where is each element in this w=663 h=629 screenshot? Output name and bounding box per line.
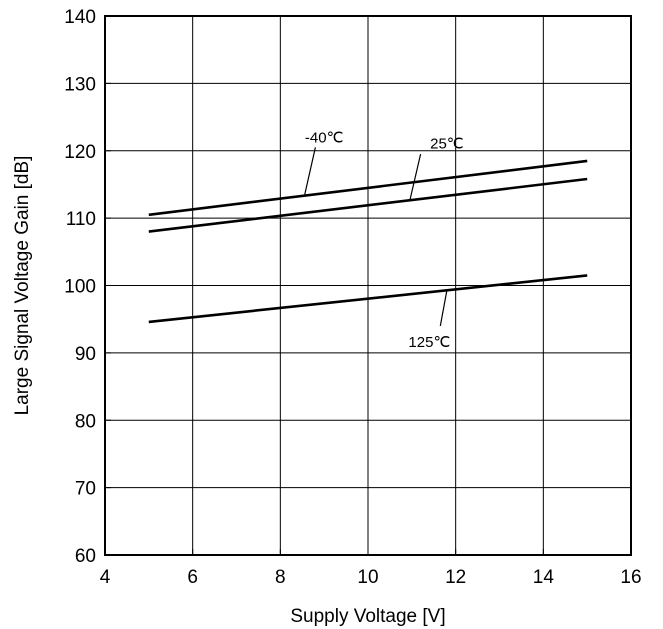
y-tick-label: 70 xyxy=(75,479,96,500)
grid xyxy=(104,15,632,556)
x-tick-label: 8 xyxy=(275,567,286,588)
series-line-0 xyxy=(148,159,588,217)
y-tick-label: 90 xyxy=(75,344,96,365)
x-tick-label: 16 xyxy=(620,567,641,588)
series-leader-1 xyxy=(409,153,422,202)
y-axis-title: Large Signal Voltage Gain [dB] xyxy=(12,156,33,416)
y-tick-label: 130 xyxy=(64,74,96,95)
y-tick-label: 60 xyxy=(75,546,96,567)
series-line-2 xyxy=(148,274,588,324)
series-layer xyxy=(148,159,588,324)
x-axis-title: Supply Voltage [V] xyxy=(290,606,445,627)
series-line-1 xyxy=(148,177,588,233)
series-label-1: 25℃ xyxy=(430,135,464,152)
y-tick-label: 80 xyxy=(75,411,96,432)
x-tick-label: 4 xyxy=(100,567,111,588)
y-tick-label: 140 xyxy=(64,7,96,28)
plot-frame xyxy=(104,15,632,556)
y-tick-label: 100 xyxy=(64,277,96,298)
x-tick-label: 14 xyxy=(533,567,555,588)
series-leader-0 xyxy=(303,147,316,197)
series-label-2: 125℃ xyxy=(408,334,450,351)
x-tick-label: 6 xyxy=(187,567,198,588)
y-tick-label: 110 xyxy=(66,209,96,230)
series-labels: -40℃ 25℃ 125℃ xyxy=(303,129,464,351)
x-tick-label: 12 xyxy=(445,567,466,588)
tick-labels: 4 6 8 10 12 14 16 60 70 80 90 100 110 120 130 140 xyxy=(64,7,641,588)
x-tick-label: 10 xyxy=(357,567,378,588)
y-tick-label: 120 xyxy=(64,142,96,163)
series-label-0: -40℃ xyxy=(305,129,344,146)
series-leader-2 xyxy=(439,290,448,327)
